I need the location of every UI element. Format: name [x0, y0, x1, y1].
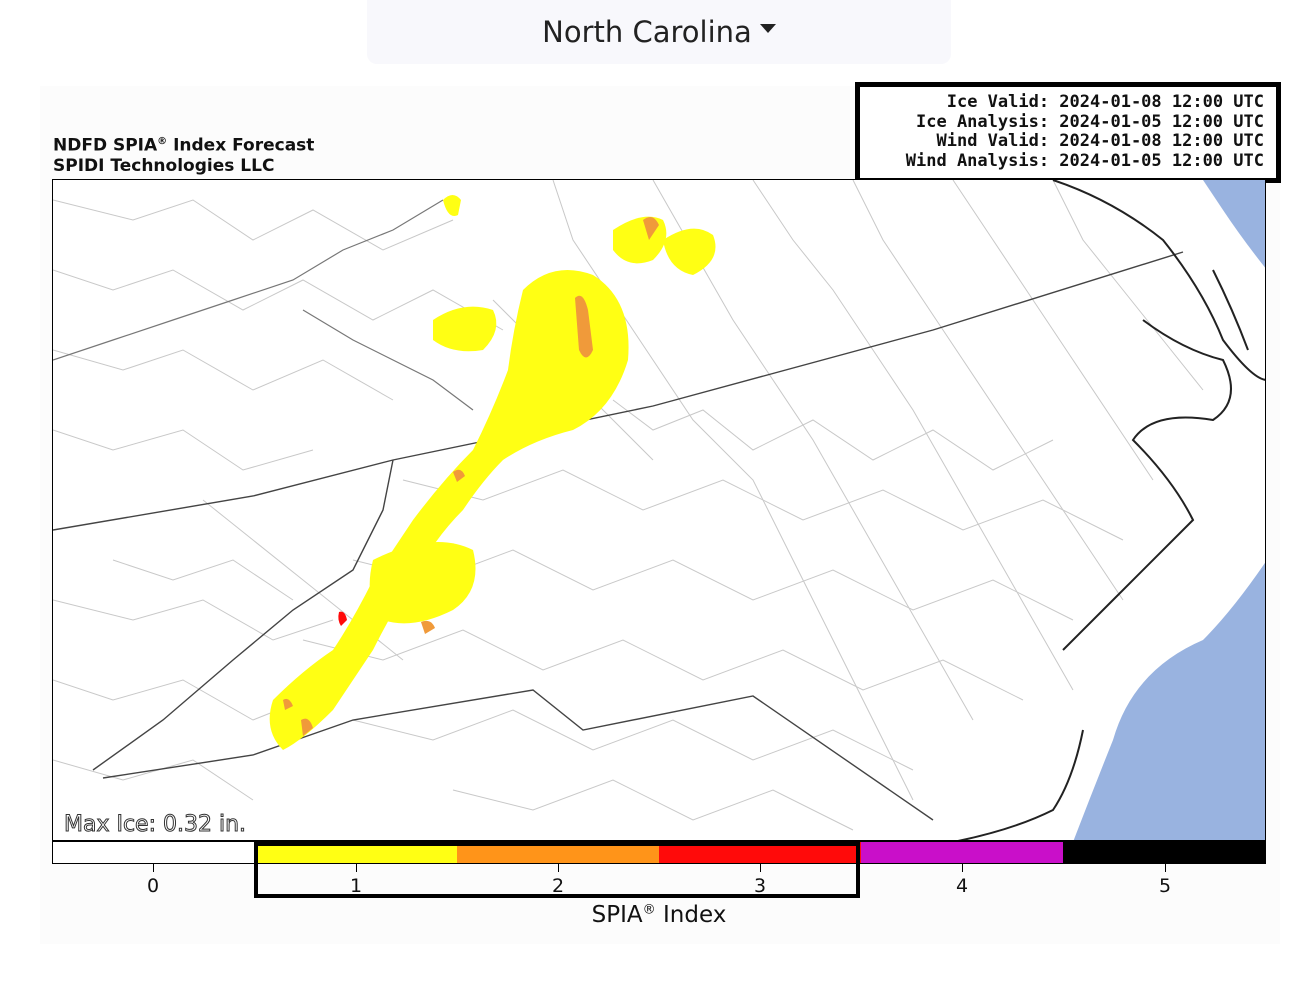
colorbar-label-rest: Index [655, 902, 727, 928]
tick-label-2: 2 [551, 875, 565, 897]
tick-label-4: 4 [955, 875, 969, 897]
coastline [957, 180, 1265, 840]
tick-mark-1 [356, 864, 357, 872]
colorbar-segment-1 [255, 842, 457, 863]
state-selector-label: North Carolina [542, 15, 752, 49]
tick-label-0: 0 [146, 875, 160, 897]
ocean-north [1203, 180, 1265, 268]
colorbar-registered-mark: ® [642, 902, 656, 918]
colorbar-highlight-box [254, 842, 860, 898]
tick-label-3: 3 [753, 875, 767, 897]
colorbar-label: SPIA® Index [592, 902, 727, 928]
va-counties-lines [53, 199, 474, 411]
colorbar-segment-4 [861, 842, 1063, 863]
figure-title: NDFD SPIA® Index Forecast SPIDI Technolo… [53, 132, 314, 176]
tick-label-1: 1 [349, 875, 363, 897]
colorbar-label-main: SPIA [591, 902, 643, 928]
ice-swath-level1 [269, 195, 716, 750]
tick-mark-4 [962, 864, 963, 872]
colorbar-segment-2 [457, 842, 659, 863]
ice-swath-level2 [283, 216, 659, 736]
nc-sc-border [102, 689, 934, 821]
wind-analysis-text: Wind Analysis: 2024-01-05 12:00 UTC [905, 150, 1264, 171]
va-nc-border [53, 251, 1184, 531]
max-ice-label: Max Ice: 0.32 in. [63, 812, 247, 838]
colorbar-segment-5 [1063, 842, 1265, 863]
ice-swath-level3 [338, 611, 347, 626]
state-selector-dropdown[interactable]: North Carolina [367, 0, 951, 64]
tick-mark-0 [153, 864, 154, 872]
ridge-line [92, 459, 394, 771]
map-svg [53, 180, 1265, 840]
tick-label-5: 5 [1158, 875, 1172, 897]
registered-mark: ® [157, 136, 168, 147]
colorbar-segment-3 [659, 842, 861, 863]
colorbar [52, 841, 1266, 864]
ocean-south [1073, 562, 1265, 840]
title-line1-rest: Index Forecast [167, 135, 315, 156]
valid-times-box: Ice Valid: 2024-01-08 12:00 UTC Ice Anal… [855, 82, 1281, 183]
ice-valid-text: Ice Valid: 2024-01-08 12:00 UTC [946, 92, 1264, 112]
county-lines [53, 180, 1204, 831]
map-panel [52, 179, 1266, 841]
tick-mark-3 [760, 864, 761, 872]
title-line2: SPIDI Technologies LLC [53, 155, 275, 176]
caret-down-icon [759, 23, 776, 33]
tick-mark-5 [1165, 864, 1166, 872]
wind-valid-text: Wind Valid: 2024-01-08 12:00 UTC [936, 131, 1264, 151]
tick-mark-2 [558, 864, 559, 872]
ice-analysis-text: Ice Analysis: 2024-01-05 12:00 UTC [916, 111, 1264, 132]
colorbar-segment-0 [53, 842, 255, 863]
title-line1: NDFD SPIA [53, 135, 158, 156]
